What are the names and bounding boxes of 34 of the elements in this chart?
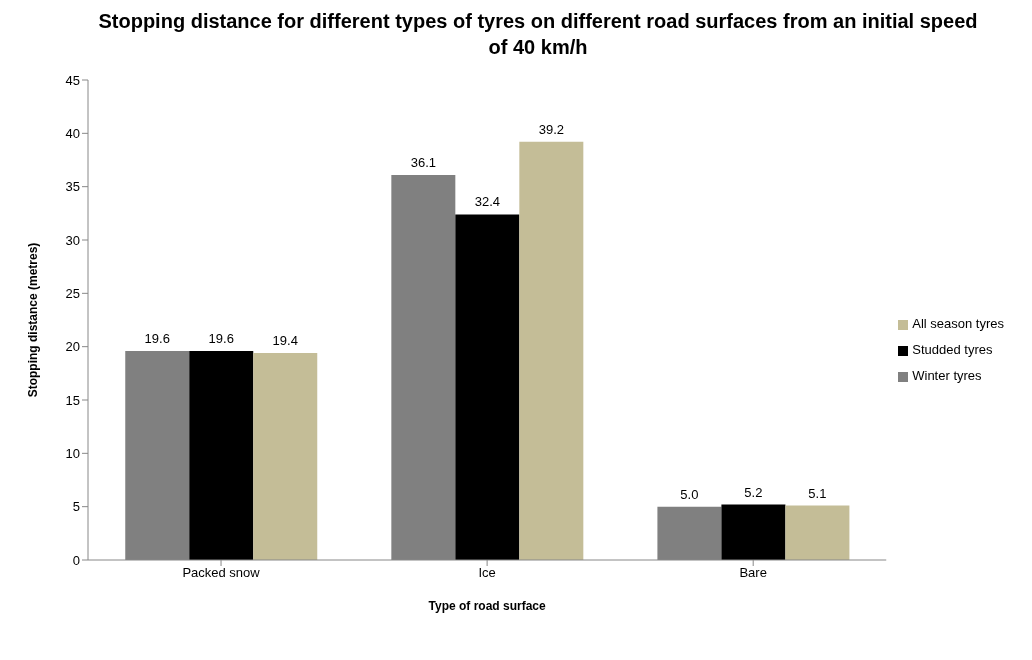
data-label: 19.4 xyxy=(272,333,298,349)
x-axis-title: Type of road surface xyxy=(428,599,547,613)
data-label: 5.2 xyxy=(744,484,763,500)
data-label: 5.1 xyxy=(808,485,827,501)
x-tick-label: Ice xyxy=(478,565,496,581)
y-tick-label: 40 xyxy=(65,125,80,141)
legend-label: Studded tyres xyxy=(912,342,993,357)
y-tick-label: 15 xyxy=(65,392,80,408)
y-axis-title: Stopping distance (metres) xyxy=(26,242,41,398)
data-label: 19.6 xyxy=(144,330,170,346)
bar xyxy=(189,350,254,560)
y-tick-label: 45 xyxy=(65,72,80,88)
x-tick-label: Packed snow xyxy=(182,565,261,581)
y-tick-label: 35 xyxy=(65,179,80,195)
data-label: 5.0 xyxy=(680,486,699,502)
x-tick-label: Bare xyxy=(739,565,767,581)
legend-label: Winter tyres xyxy=(912,368,982,383)
bar xyxy=(519,141,584,560)
data-label: 39.2 xyxy=(538,121,564,137)
y-tick-label: 5 xyxy=(72,499,80,515)
data-label: 19.6 xyxy=(208,330,234,346)
chart-title: Stopping distance for different types of tyres on different road surfaces from an initial speed of 40 km/h xyxy=(97,9,979,60)
data-label: 32.4 xyxy=(474,194,500,210)
y-tick-label: 25 xyxy=(65,285,80,301)
legend-label: All season tyres xyxy=(912,316,1004,331)
bar xyxy=(721,504,786,560)
bar xyxy=(785,505,850,560)
y-tick-label: 0 xyxy=(72,552,80,568)
data-label: 36.1 xyxy=(410,154,436,170)
y-tick-label: 20 xyxy=(65,339,80,355)
bar xyxy=(253,353,318,560)
y-tick-label: 10 xyxy=(65,445,80,461)
y-tick-label: 30 xyxy=(65,232,80,248)
bar xyxy=(455,214,520,560)
